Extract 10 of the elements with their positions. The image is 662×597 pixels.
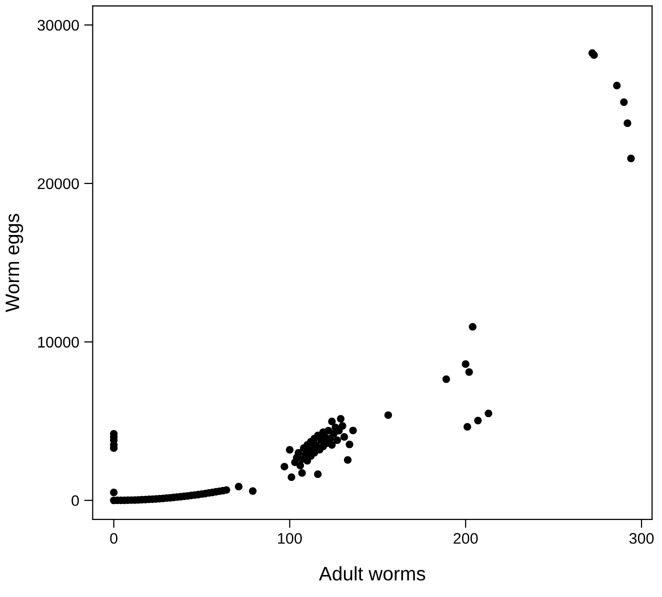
y-tick-label: 10000 — [38, 336, 79, 348]
y-axis-title: Worm eggs — [6, 214, 24, 312]
x-tick-label: 200 — [454, 532, 478, 544]
x-tick-label: 100 — [278, 532, 302, 544]
x-tick-label: 300 — [629, 532, 654, 544]
y-tick-label: 20000 — [38, 178, 79, 190]
x-tick-label: 0 — [110, 532, 118, 544]
x-axis-title: Adult worms — [318, 566, 426, 581]
y-tick-label: 0 — [72, 495, 79, 506]
y-tick-label: 30000 — [38, 20, 79, 31]
